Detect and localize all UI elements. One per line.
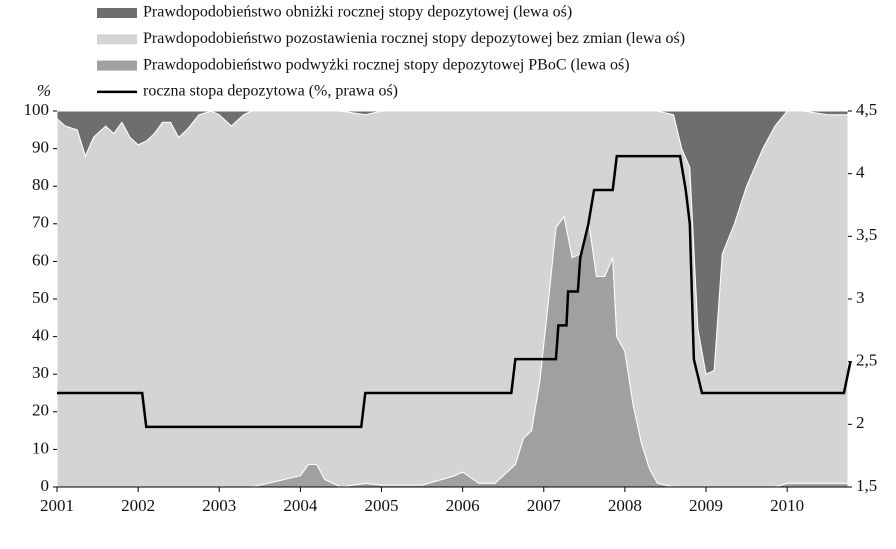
x-tick-label: 2008 bbox=[608, 496, 642, 515]
x-tick-label: 2001 bbox=[40, 496, 74, 515]
y-tick-label: 100 bbox=[24, 100, 50, 119]
y-tick-label: 20 bbox=[32, 401, 49, 420]
y2-tick-label: 3,5 bbox=[856, 225, 877, 244]
x-tick-label: 2009 bbox=[689, 496, 723, 515]
y-tick-label: 50 bbox=[32, 288, 49, 307]
legend-swatch bbox=[97, 60, 137, 71]
y-tick-label: 40 bbox=[32, 326, 49, 345]
legend-swatch bbox=[97, 8, 137, 18]
legend: Prawdopodobieństwo obniżki rocznej stopy… bbox=[97, 4, 685, 100]
y-tick-label: 60 bbox=[32, 250, 49, 269]
x-tick-label: 2010 bbox=[770, 496, 804, 515]
x-tick-label: 2007 bbox=[527, 496, 562, 515]
y-tick-label: 80 bbox=[32, 175, 49, 194]
x-tick-label: 2005 bbox=[365, 496, 399, 515]
legend-label: Prawdopodobieństwo podwyżki rocznej stop… bbox=[143, 56, 630, 73]
y2-tick-label: 2 bbox=[856, 413, 865, 432]
y-tick-label: 10 bbox=[32, 438, 49, 457]
y-tick-label: 0 bbox=[41, 476, 50, 495]
area bbox=[56, 110, 849, 375]
y2-tick-label: 1,5 bbox=[856, 476, 877, 495]
y2-tick-label: 4,5 bbox=[856, 100, 877, 119]
x-tick-label: 2004 bbox=[283, 496, 318, 515]
y2-tick-label: 3 bbox=[856, 288, 865, 307]
y2-tick-label: 2,5 bbox=[856, 351, 877, 370]
rate-line bbox=[57, 154, 852, 429]
y-tick-label: 30 bbox=[32, 363, 49, 382]
x-tick-label: 2003 bbox=[202, 496, 236, 515]
y-tick-label: 70 bbox=[32, 213, 49, 232]
y2-tick-label: 4 bbox=[856, 163, 865, 182]
y-axis-label: % bbox=[37, 81, 51, 100]
legend-label: Prawdopodobieństwo obniżki rocznej stopy… bbox=[143, 4, 572, 21]
legend-swatch bbox=[97, 34, 137, 45]
legend-label: roczna stopa depozytowa (%, prawa oś) bbox=[143, 83, 398, 100]
legend-label: Prawdopodobieństwo pozostawienia rocznej… bbox=[143, 30, 685, 47]
y-tick-label: 90 bbox=[32, 138, 49, 157]
x-tick-label: 2006 bbox=[446, 496, 480, 515]
x-tick-label: 2002 bbox=[121, 496, 155, 515]
